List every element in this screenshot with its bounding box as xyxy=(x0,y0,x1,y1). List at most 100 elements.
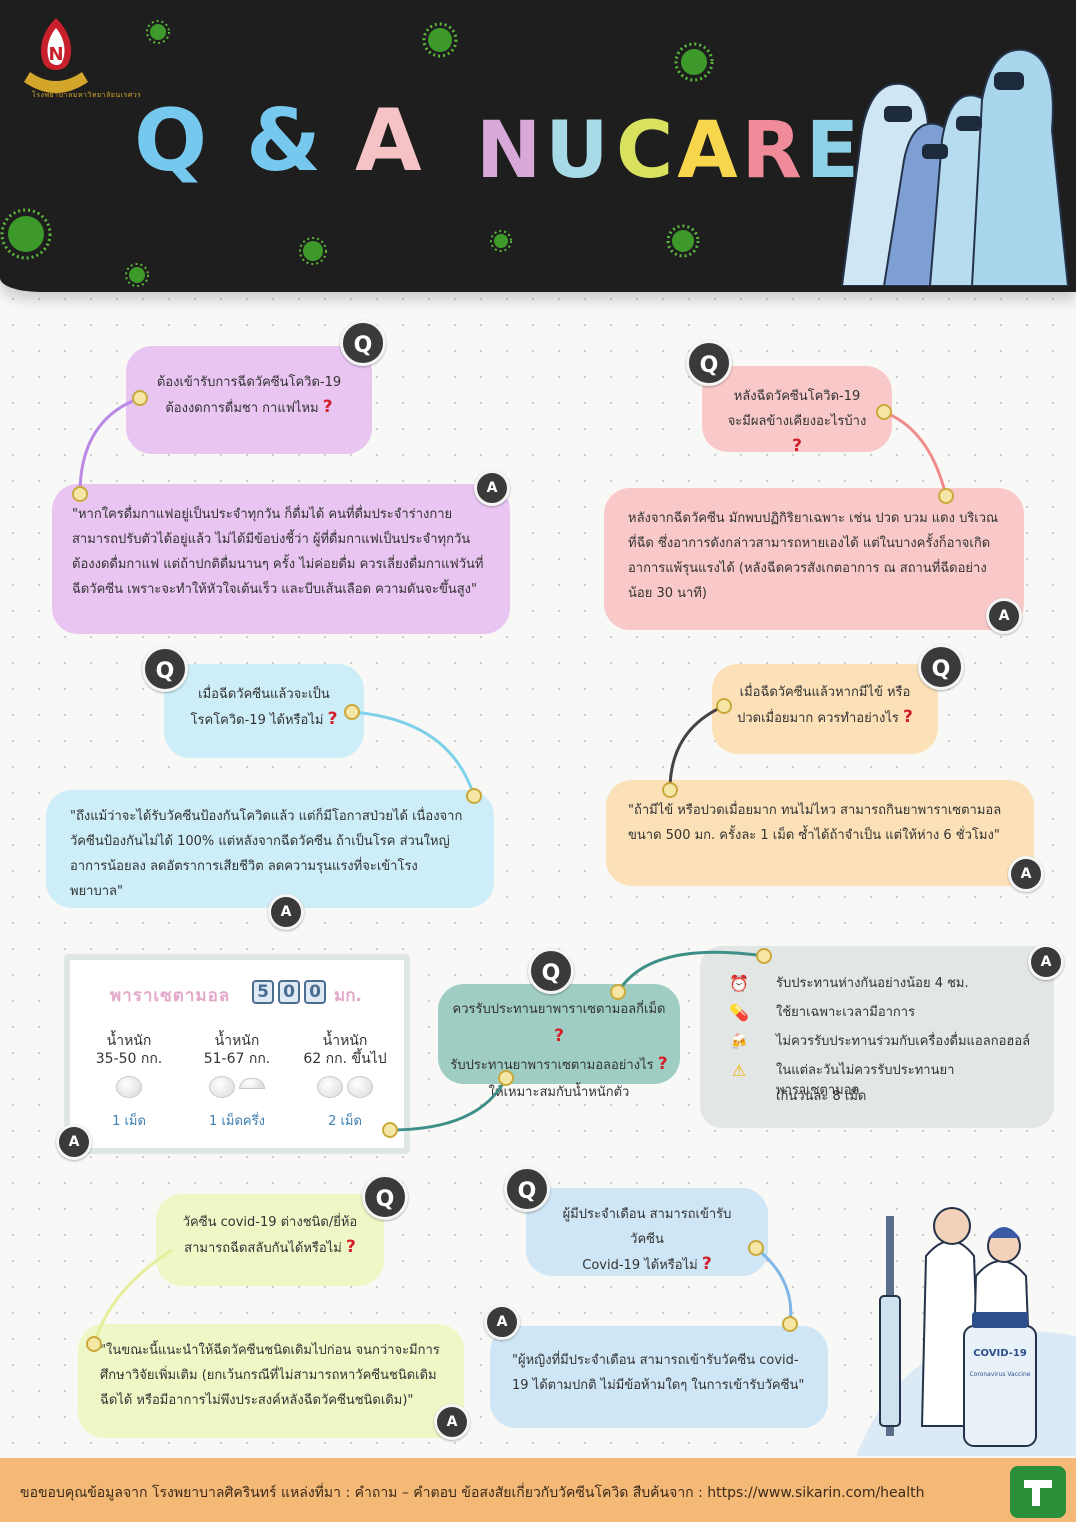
question-bubble-2: หลังฉีดวัคซีนโควิด-19 จะมีผลข้างเคียงอะไ… xyxy=(702,366,892,456)
svg-text:N: N xyxy=(48,44,63,65)
question-2-line1: หลังฉีดวัคซีนโควิด-19 xyxy=(733,389,861,404)
virus-icon xyxy=(146,20,170,44)
question-5-line2: รับประทานยาพาราเซตามอลอย่างไร xyxy=(450,1058,654,1073)
question-mark: ? xyxy=(792,436,802,456)
logo-caption: โรงพยาบาลมหาวิทยาลัยนเรศวร xyxy=(32,91,142,99)
q-badge: Q xyxy=(918,644,964,690)
title-ampersand: & xyxy=(246,91,325,191)
question-bubble-4: เมื่อฉีดวัคซีนแล้วหากมีไข้ หรือ ปวดเมื่อ… xyxy=(712,664,938,754)
dosage-digit: 0 xyxy=(278,980,300,1004)
a-badge: A xyxy=(474,470,510,506)
question-mark: ? xyxy=(657,1054,668,1074)
footer-bar: ขอขอบคุณข้อมูลจาก โรงพยาบาลศิครินทร์ แหล… xyxy=(0,1458,1076,1522)
tip-text: ไม่ควรรับประทานร่วมกับเครื่องดื่มแอลกอฮอ… xyxy=(776,1034,1031,1049)
connector-4 xyxy=(668,704,725,791)
answer-bubble-1: "หากใครดื่มกาแฟอยู่เป็นประจำทุกวัน ก็ดื่… xyxy=(52,484,510,634)
question-1-line2: ต้องงดการดื่มชา กาแฟไหม xyxy=(165,401,319,416)
title-nu-n: N xyxy=(476,106,546,196)
connector-dot xyxy=(876,404,892,420)
dosage-weight-range: 35-50 กก. xyxy=(95,1051,163,1067)
beer-icon: 🍻 xyxy=(729,1032,749,1051)
question-4-line2: ปวดเมื่อยมาก ควรทำอย่างไร xyxy=(737,711,899,726)
connector-dot xyxy=(466,788,482,804)
connector-dot xyxy=(662,782,678,798)
connector-5a xyxy=(616,950,765,993)
connector-3 xyxy=(351,710,476,797)
connector-1 xyxy=(78,396,141,495)
question-3-line2: โรคโควิด-19 ได้หรือไม่ xyxy=(190,713,324,728)
connector-6 xyxy=(92,1248,173,1345)
question-mark: ? xyxy=(345,1237,356,1257)
question-5-line1: ควรรับประทานยาพาราเซตามอลกี่เม็ด xyxy=(452,1002,666,1017)
title-a: A xyxy=(355,91,426,191)
dosage-count: 1 เม็ดครึ่ง xyxy=(209,1114,265,1129)
vaccine-sublabel: Coronavirus Vaccine xyxy=(970,1371,1031,1378)
dosage-weight-label: น้ำหนัก xyxy=(106,1033,152,1049)
answer-bubble-3: "ถึงแม้ว่าจะได้รับวัคซีนป้องกันโควิดแล้ว… xyxy=(46,790,494,908)
title-nu-u: U xyxy=(545,106,613,196)
tip-text: ในแต่ละวันไม่ควรรับประทานยาพาราเซตามอล xyxy=(776,1063,955,1098)
tip-text: ใช้ยาเฉพาะเวลามีอาการ xyxy=(776,1005,916,1020)
title-q: Q xyxy=(134,91,212,191)
question-bubble-7: ผู้มีประจำเดือน สามารถเข้ารับวัคซีน Covi… xyxy=(526,1188,768,1276)
dosage-count: 2 เม็ด xyxy=(328,1114,362,1129)
sikarin-logo xyxy=(1010,1466,1066,1518)
question-5-line3: ให้เหมาะสมกับน้ำหนักตัว xyxy=(488,1085,630,1100)
question-bubble-1: ต้องเข้ารับการฉีดวัคซีนโควิด-19 ต้องงดกา… xyxy=(126,346,372,454)
tip-row: เกินวันละ 8 เม็ด xyxy=(726,1087,1034,1116)
question-6-line2: สามารถฉีดสลับกันได้หรือไม่ xyxy=(184,1241,342,1256)
question-mark: ? xyxy=(322,397,333,417)
a-badge: A xyxy=(434,1404,470,1440)
question-mark: ? xyxy=(327,709,338,729)
question-1-line1: ต้องเข้ารับการฉีดวัคซีนโควิด-19 xyxy=(156,375,342,390)
dosage-weight-label: น้ำหนัก xyxy=(322,1033,368,1049)
q-badge: Q xyxy=(362,1174,408,1220)
vaccine-label: COVID-19 xyxy=(973,1348,1027,1359)
doctors-vaccine-illustration: COVID-19 Coronavirus Vaccine xyxy=(856,1207,1076,1456)
title-care-a: A xyxy=(677,106,742,196)
dosage-unit: มก. xyxy=(334,986,362,1006)
dosage-weight-range: 51-67 กก. xyxy=(203,1051,271,1067)
dosage-card: พาราเซตามอล 5 0 0 มก. น้ำหนัก 35-50 กก. … xyxy=(64,954,410,1154)
pill-icon: 💊 xyxy=(729,1003,749,1022)
a-badge: A xyxy=(986,598,1022,634)
a-badge: A xyxy=(1008,856,1044,892)
dosage-weight-label: น้ำหนัก xyxy=(214,1033,260,1049)
paracetamol-tips: ⏰ รับประทานห่างกันอย่างน้อย 4 ชม. 💊 ใช้ยาเ… xyxy=(700,946,1054,1128)
tablet-icon xyxy=(317,1076,343,1098)
connector-7 xyxy=(755,1246,793,1325)
warning-icon: ⚠ xyxy=(731,1061,747,1080)
virus-icon xyxy=(666,224,700,258)
connector-2 xyxy=(883,410,948,497)
connector-dot xyxy=(498,1070,514,1086)
dosage-column: น้ำหนัก 51-67 กก. 1 เม็ดครึ่ง xyxy=(182,1032,292,1131)
connector-dot xyxy=(782,1316,798,1332)
dosage-column: น้ำหนัก 62 กก. ขึ้นไป 2 เม็ด xyxy=(290,1032,400,1131)
question-6-line1: วัคซีน covid-19 ต่างชนิด/ยี่ห้อ xyxy=(182,1215,358,1230)
question-mark: ? xyxy=(701,1254,712,1274)
answer-bubble-6: "ในขณะนี้แนะนำให้ฉีดวัคซีนชนิดเดิมไปก่อน… xyxy=(78,1324,464,1438)
dosage-digit: 5 xyxy=(252,980,274,1004)
tip-text: รับประทานห่างกันอย่างน้อย 4 ชม. xyxy=(776,976,969,991)
virus-icon xyxy=(0,208,52,260)
tip-row: ⚠ ในแต่ละวันไม่ควรรับประทานยาพาราเซตามอล xyxy=(726,1061,1034,1098)
a-badge: A xyxy=(1028,944,1064,980)
dosage-title: พาราเซตามอล xyxy=(110,986,231,1006)
question-bubble-5: ควรรับประทานยาพาราเซตามอลกี่เม็ด ? รับปร… xyxy=(438,984,680,1100)
connector-dot xyxy=(382,1122,398,1138)
alarm-clock-icon: ⏰ xyxy=(729,974,749,993)
connector-5b xyxy=(389,1077,508,1132)
tip-row: 🍻 ไม่ควรรับประทานร่วมกับเครื่องดื่มแอลกอฮ… xyxy=(726,1032,1034,1061)
footer-source-text: ขอขอบคุณข้อมูลจาก โรงพยาบาลศิครินทร์ แหล… xyxy=(20,1485,925,1501)
virus-icon xyxy=(490,230,512,252)
dosage-weight-range: 62 กก. ขึ้นไป xyxy=(303,1051,387,1067)
title-care-r: R xyxy=(741,106,806,196)
title-care: CARE xyxy=(616,112,863,190)
question-bubble-6: วัคซีน covid-19 ต่างชนิด/ยี่ห้อ สามารถฉี… xyxy=(156,1194,384,1286)
a-badge: A xyxy=(268,894,304,930)
tablet-icon xyxy=(209,1076,235,1098)
connector-dot xyxy=(132,390,148,406)
tip-row: 💊 ใช้ยาเฉพาะเวลามีอาการ xyxy=(726,1003,1034,1032)
question-3-line1: เมื่อฉีดวัคซีนแล้วจะเป็น xyxy=(198,687,330,702)
dosage-column: น้ำหนัก 35-50 กก. 1 เม็ด xyxy=(74,1032,184,1131)
